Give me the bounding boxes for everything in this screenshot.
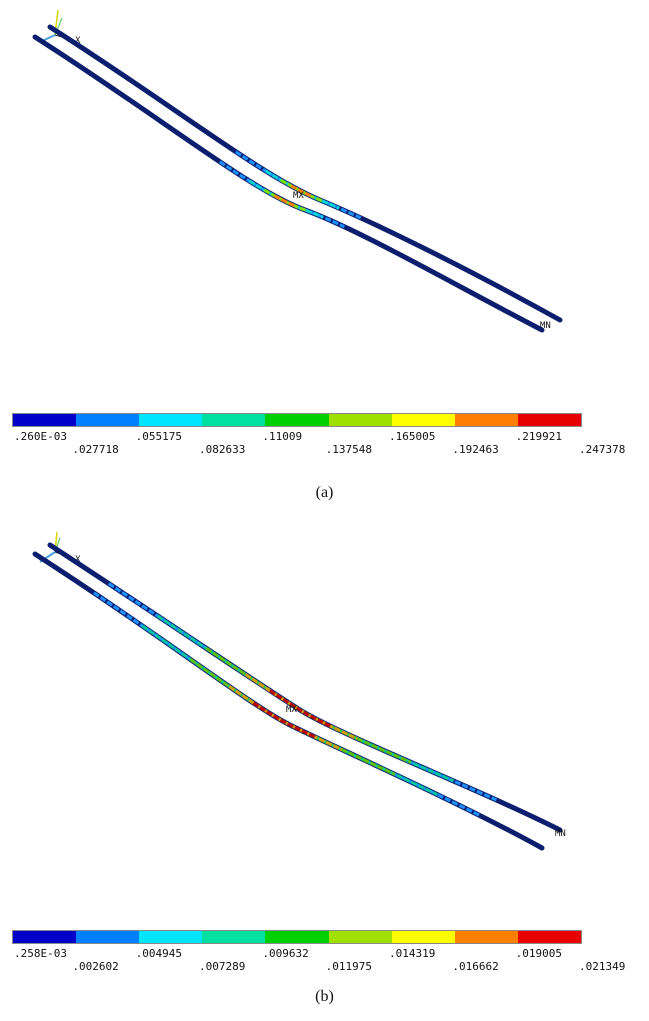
legend-swatch bbox=[139, 931, 203, 943]
legend-tick-label: .016662 bbox=[452, 960, 499, 973]
legend-tick-label: .260E-03 bbox=[14, 430, 67, 443]
panel-caption: (a) bbox=[315, 484, 334, 501]
legend-tick-label: .137548 bbox=[325, 443, 373, 456]
min-marker: MN bbox=[540, 321, 551, 331]
legend-swatch bbox=[328, 931, 392, 943]
legend-swatch bbox=[391, 414, 455, 426]
legend-swatch bbox=[76, 931, 140, 943]
max-marker: MX bbox=[293, 191, 304, 201]
legend-tick-label: .007289 bbox=[199, 960, 246, 973]
stress-band bbox=[156, 614, 455, 783]
legend-swatch bbox=[76, 414, 140, 426]
legend-swatch bbox=[454, 414, 518, 426]
max-marker: MX bbox=[286, 705, 297, 715]
stress-band bbox=[189, 658, 396, 776]
panel-caption: (b) bbox=[315, 988, 334, 1005]
color-legend-bar bbox=[12, 413, 582, 427]
legend-tick-label: .002602 bbox=[72, 960, 119, 973]
legend-swatch bbox=[265, 931, 329, 943]
legend-tick-label: .019005 bbox=[515, 947, 563, 960]
legend-swatch bbox=[328, 414, 392, 426]
legend-swatch bbox=[202, 414, 266, 426]
stress-band bbox=[269, 689, 332, 728]
legend-tick-label: .009632 bbox=[262, 947, 309, 960]
legend-tick-label: .219921 bbox=[515, 430, 563, 443]
stress-band bbox=[205, 647, 412, 764]
legend-tick-label: .021349 bbox=[579, 960, 626, 973]
triad-x-label: X bbox=[75, 36, 81, 46]
stress-band bbox=[273, 194, 297, 208]
min-marker: MN bbox=[555, 829, 566, 839]
legend-swatch bbox=[391, 931, 455, 943]
legend-tick-label: .055175 bbox=[135, 430, 183, 443]
legend-tick-label: .027718 bbox=[72, 443, 119, 456]
legend-swatch bbox=[139, 414, 203, 426]
beam-upper bbox=[47, 24, 563, 323]
legend-swatch bbox=[13, 414, 77, 426]
legend-swatch bbox=[454, 931, 518, 943]
legend-tick-label: .082633 bbox=[199, 443, 246, 456]
legend-tick-label: .192463 bbox=[452, 443, 499, 456]
beam-upper bbox=[47, 542, 563, 833]
legend-tick-label: .247378 bbox=[579, 443, 626, 456]
contour-panel-b: X MX MN .258E-03 .002602 .004945 .007289 .00… bbox=[0, 520, 649, 1021]
stress-band bbox=[290, 184, 313, 198]
legend-tick-label: .011975 bbox=[325, 960, 373, 973]
contour-panel-a: X MX MN .260E-03 .027718 .055175 .082633 .11… bbox=[12, 9, 626, 501]
legend-swatch bbox=[517, 414, 581, 426]
legend-tick-label: .014319 bbox=[389, 947, 436, 960]
legend-swatch bbox=[202, 931, 266, 943]
stress-hotspots bbox=[218, 150, 362, 229]
beam-plot-b: X MX MN bbox=[32, 531, 566, 851]
legend-swatch bbox=[517, 931, 581, 943]
legend-tick-label: .11009 bbox=[262, 430, 303, 443]
stress-band bbox=[252, 701, 316, 739]
triad-x-label: X bbox=[75, 555, 81, 565]
stress-band bbox=[107, 582, 498, 802]
stress-hotspots bbox=[93, 582, 498, 817]
legend-swatch bbox=[13, 931, 77, 943]
beam-plot-a: X MX MN bbox=[32, 9, 563, 333]
legend-tick-label: .258E-03 bbox=[14, 947, 67, 960]
legend-tick-label: .004945 bbox=[135, 947, 183, 960]
legend-swatch bbox=[265, 414, 329, 426]
color-legend-bar bbox=[12, 930, 582, 944]
legend-tick-label: .165005 bbox=[389, 430, 436, 443]
